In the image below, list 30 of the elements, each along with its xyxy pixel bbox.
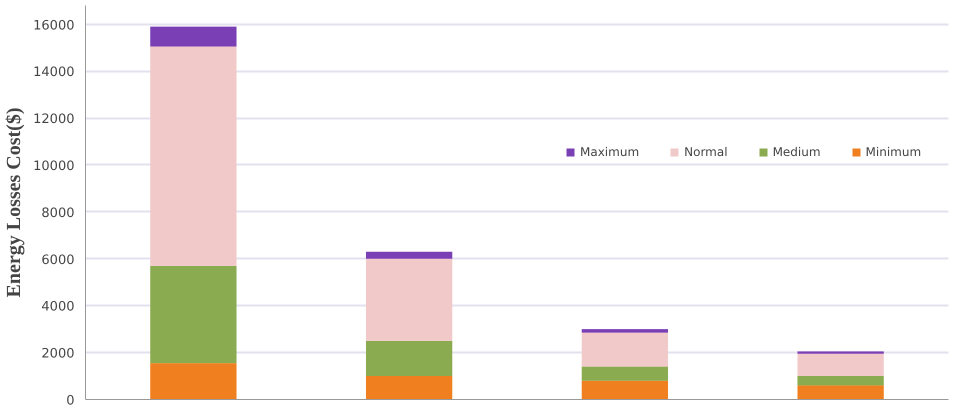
bar <box>797 351 884 354</box>
y-tick-label: 14000 <box>33 65 75 80</box>
y-axis-title: Energy Losses Cost($) <box>3 107 26 298</box>
bar <box>582 366 668 381</box>
bar <box>582 380 668 400</box>
y-tick-label: 8000 <box>41 206 75 221</box>
bar <box>797 385 884 400</box>
bar <box>150 363 237 400</box>
bar <box>582 332 668 367</box>
y-tick-label: 0 <box>66 394 75 405</box>
bar <box>366 252 452 259</box>
legend-label: Minimum <box>866 145 922 159</box>
bar <box>797 376 884 386</box>
y-tick-label: 2000 <box>41 346 75 362</box>
bar <box>150 46 237 266</box>
bar <box>366 340 452 376</box>
bar <box>366 258 452 341</box>
legend-label: Medium <box>772 145 821 159</box>
y-tick-label: 10000 <box>33 158 75 174</box>
y-tick-label: 4000 <box>41 300 75 315</box>
bar <box>366 376 452 400</box>
y-tick-label: 12000 <box>33 112 75 128</box>
legend-label: Maximum <box>580 145 640 159</box>
legend-label: Normal <box>684 145 728 159</box>
y-tick-label: 16000 <box>33 18 75 34</box>
bar <box>582 329 668 333</box>
bar <box>150 26 237 47</box>
y-tick-label: 6000 <box>41 252 75 268</box>
bar <box>150 266 237 364</box>
bar <box>797 354 884 376</box>
